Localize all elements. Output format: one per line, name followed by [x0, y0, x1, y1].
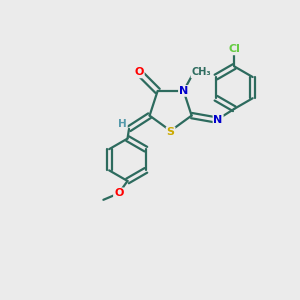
Text: N: N	[179, 86, 188, 96]
Text: S: S	[167, 127, 175, 137]
Text: N: N	[214, 115, 223, 125]
Text: O: O	[134, 68, 144, 77]
Text: CH₃: CH₃	[191, 68, 211, 77]
Text: Cl: Cl	[228, 44, 240, 54]
Text: H: H	[118, 118, 127, 129]
Text: O: O	[114, 188, 123, 198]
